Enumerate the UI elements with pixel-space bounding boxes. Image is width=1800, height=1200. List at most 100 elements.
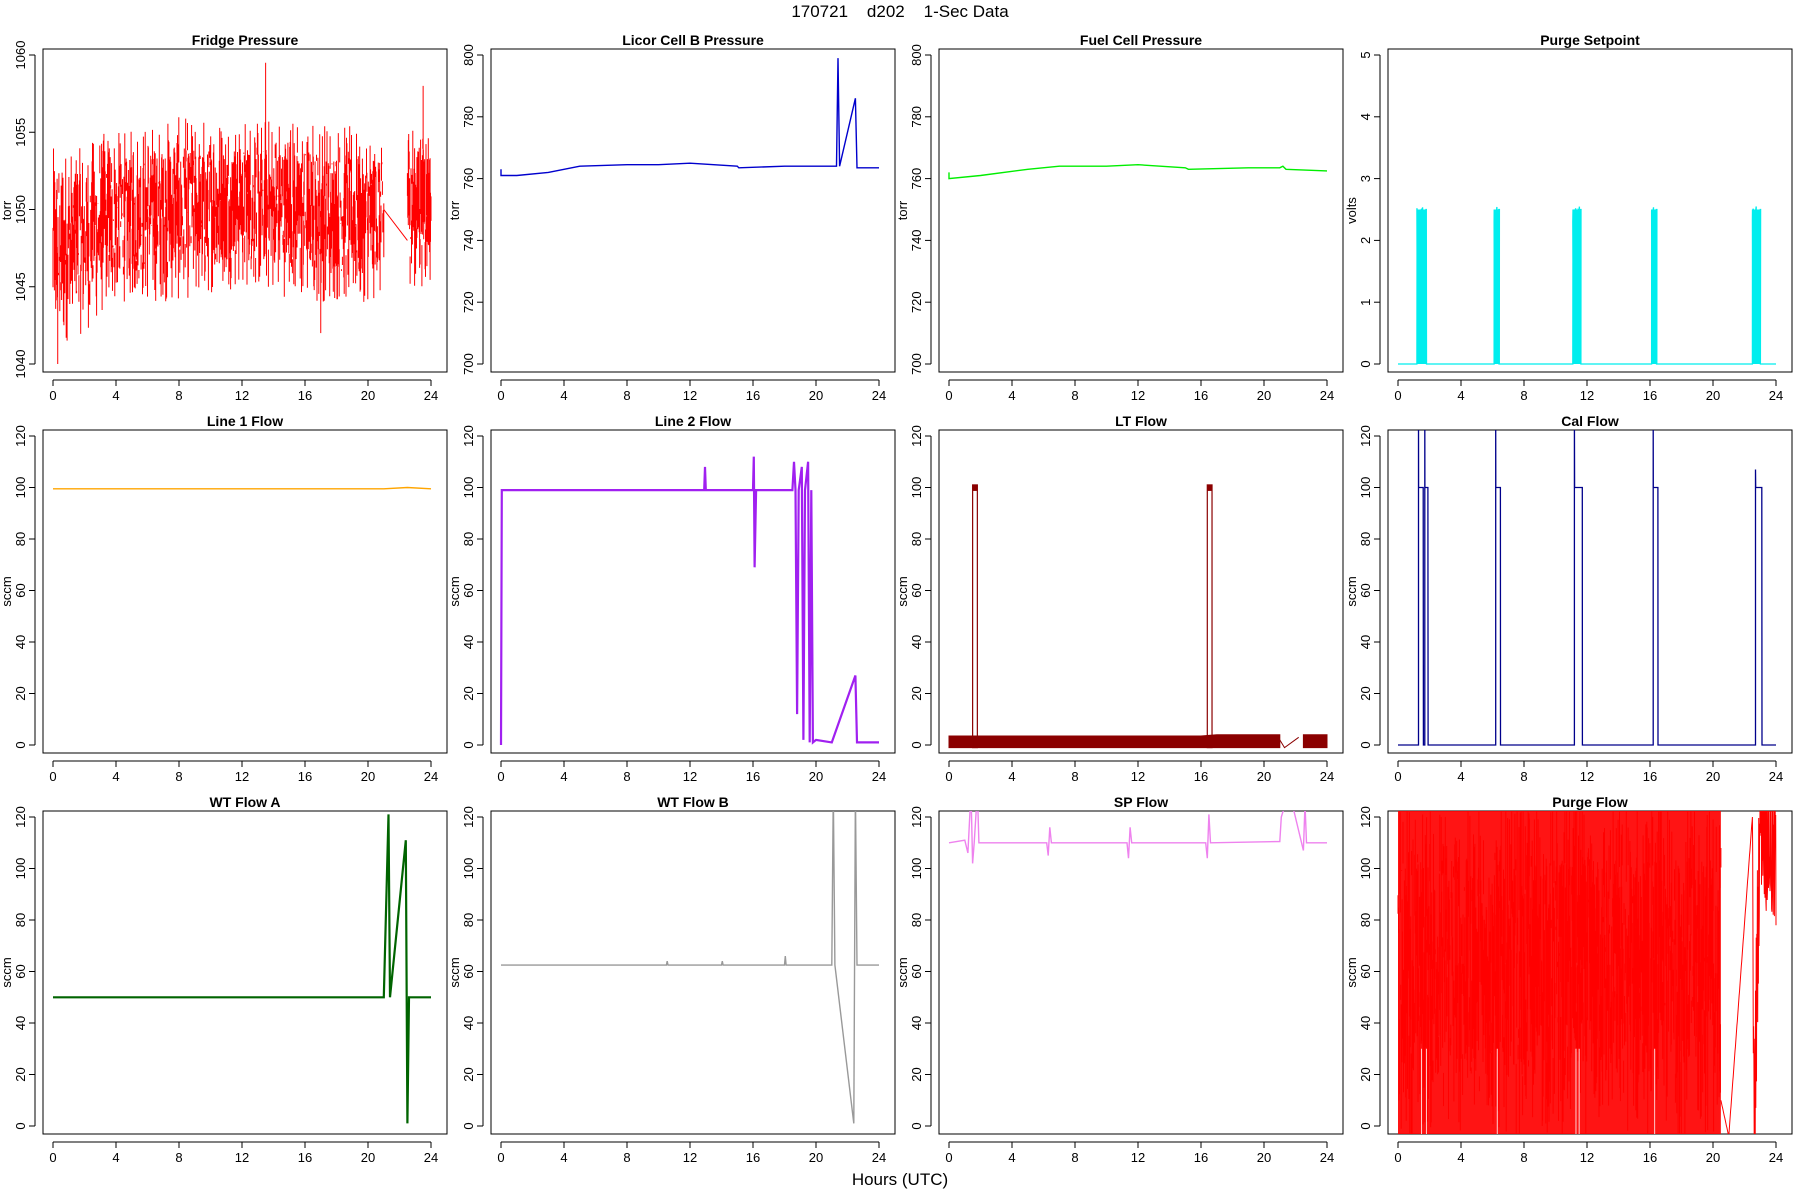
y-tick-label: 40 (909, 1016, 924, 1030)
x-tick-label: 24 (424, 769, 438, 784)
dense-band (1398, 811, 1721, 1134)
y-axis: 0 20 40 60 80 100 120 (1358, 806, 1381, 1130)
plot-frame (42, 429, 448, 754)
x-tick-label: 12 (235, 388, 249, 403)
y-tick-label: 60 (909, 583, 924, 597)
y-tick-label: 0 (909, 1122, 924, 1129)
data-line (499, 456, 879, 746)
panel-title: SP Flow (1114, 794, 1168, 810)
x-tick-label: 24 (1769, 388, 1783, 403)
panel-lt-flow: LT Flow sccm 0 4 8 12 16 20 24 0 20 40 60 80 100 120 (895, 413, 1344, 784)
y-axis: 1040 1045 1050 1055 1060 (13, 41, 36, 378)
panel-title: Line 2 Flow (655, 413, 731, 429)
y-axis-label: sccm (0, 576, 14, 606)
y-tick-label: 700 (461, 353, 476, 375)
plot-frame (42, 810, 448, 1135)
plot-frame (938, 810, 1344, 1135)
gap-segment (383, 209, 408, 241)
dense-band (948, 734, 1281, 749)
x-tick-label: 16 (298, 388, 312, 403)
y-tick-label: 780 (461, 106, 476, 128)
y-tick-label: 40 (1358, 1016, 1373, 1030)
x-tick-label: 20 (1706, 769, 1720, 784)
y-axis: 0 20 40 60 80 100 120 (1358, 425, 1381, 749)
series-line (53, 486, 432, 490)
y-tick-label: 120 (1358, 425, 1373, 447)
x-axis: 0 4 8 12 16 20 24 (945, 1141, 1334, 1165)
series-line (499, 456, 879, 746)
y-tick-label: 760 (909, 168, 924, 190)
series-line (500, 58, 879, 177)
x-tick-label: 20 (809, 388, 823, 403)
y-tick-label: 800 (461, 44, 476, 66)
x-tick-label: 16 (1194, 1150, 1208, 1165)
y-tick-label: 40 (461, 1016, 476, 1030)
pulse-cap (972, 484, 978, 491)
x-tick-label: 20 (1257, 388, 1271, 403)
plot-frame (1387, 429, 1793, 754)
y-tick-label: 1 (1358, 299, 1373, 306)
noise-band (52, 117, 385, 341)
y-tick-label: 0 (1358, 741, 1373, 748)
y-axis: 0 20 40 60 80 100 120 (909, 806, 932, 1130)
x-tick-label: 12 (235, 769, 249, 784)
x-tick-label: 8 (623, 388, 630, 403)
y-axis: 0 20 40 60 80 100 120 (909, 425, 932, 749)
series-line (501, 811, 879, 1124)
x-tick-label: 4 (1457, 388, 1464, 403)
y-tick-label: 80 (13, 532, 28, 546)
panel-line-1-flow: Line 1 Flow sccm 0 4 8 12 16 20 24 0 20 40 60 80 100 12… (0, 413, 448, 784)
y-tick-label: 120 (461, 425, 476, 447)
x-tick-label: 0 (1394, 769, 1401, 784)
x-tick-label: 0 (497, 1150, 504, 1165)
y-tick-label: 720 (461, 291, 476, 313)
series-line (1398, 430, 1776, 746)
x-tick-label: 20 (361, 1150, 375, 1165)
panel-sp-flow: SP Flow sccm 0 4 8 12 16 20 24 0 20 40 60 80 100 120 (895, 794, 1344, 1165)
y-tick-label: 120 (13, 425, 28, 447)
y-tick-label: 100 (1358, 858, 1373, 880)
x-tick-label: 8 (1520, 388, 1527, 403)
y-tick-label: 60 (13, 964, 28, 978)
y-tick-label: 120 (909, 806, 924, 828)
y-axis-label: sccm (447, 957, 462, 987)
x-tick-label: 20 (1706, 388, 1720, 403)
panel-title: Fridge Pressure (192, 32, 299, 48)
plot-frame (938, 429, 1344, 754)
panel-title: Cal Flow (1561, 413, 1619, 429)
y-tick-label: 60 (461, 964, 476, 978)
y-tick-label: 20 (909, 686, 924, 700)
y-tick-label: 60 (1358, 583, 1373, 597)
x-tick-label: 8 (623, 1150, 630, 1165)
panel-wt-flow-b: WT Flow B sccm 0 4 8 12 16 20 24 0 20 40 60 80 100 120 (447, 794, 896, 1165)
x-tick-label: 8 (175, 388, 182, 403)
x-tick-label: 8 (175, 769, 182, 784)
x-tick-label: 0 (497, 388, 504, 403)
panel-title: Licor Cell B Pressure (622, 32, 764, 48)
x-tick-label: 16 (1194, 769, 1208, 784)
data-line (1398, 430, 1776, 746)
y-tick-label: 1050 (13, 195, 28, 224)
figure-title: 170721 d202 1-Sec Data (791, 2, 1009, 21)
y-axis-label: sccm (0, 957, 14, 987)
y-tick-label: 120 (13, 806, 28, 828)
x-tick-label: 16 (298, 1150, 312, 1165)
x-axis: 0 4 8 12 16 20 24 (497, 760, 886, 784)
x-tick-label: 20 (1257, 1150, 1271, 1165)
dense-band-tail (1302, 734, 1328, 749)
x-tick-label: 12 (683, 1150, 697, 1165)
y-tick-label: 0 (1358, 1122, 1373, 1129)
y-tick-label: 60 (13, 583, 28, 597)
x-tick-label: 20 (1257, 769, 1271, 784)
y-tick-label: 40 (1358, 635, 1373, 649)
x-tick-label: 24 (1320, 769, 1334, 784)
y-tick-label: 40 (13, 635, 28, 649)
x-tick-label: 4 (112, 388, 119, 403)
x-tick-label: 0 (49, 1150, 56, 1165)
tail-line (1279, 736, 1299, 749)
x-tick-label: 4 (1457, 1150, 1464, 1165)
x-tick-label: 0 (945, 769, 952, 784)
